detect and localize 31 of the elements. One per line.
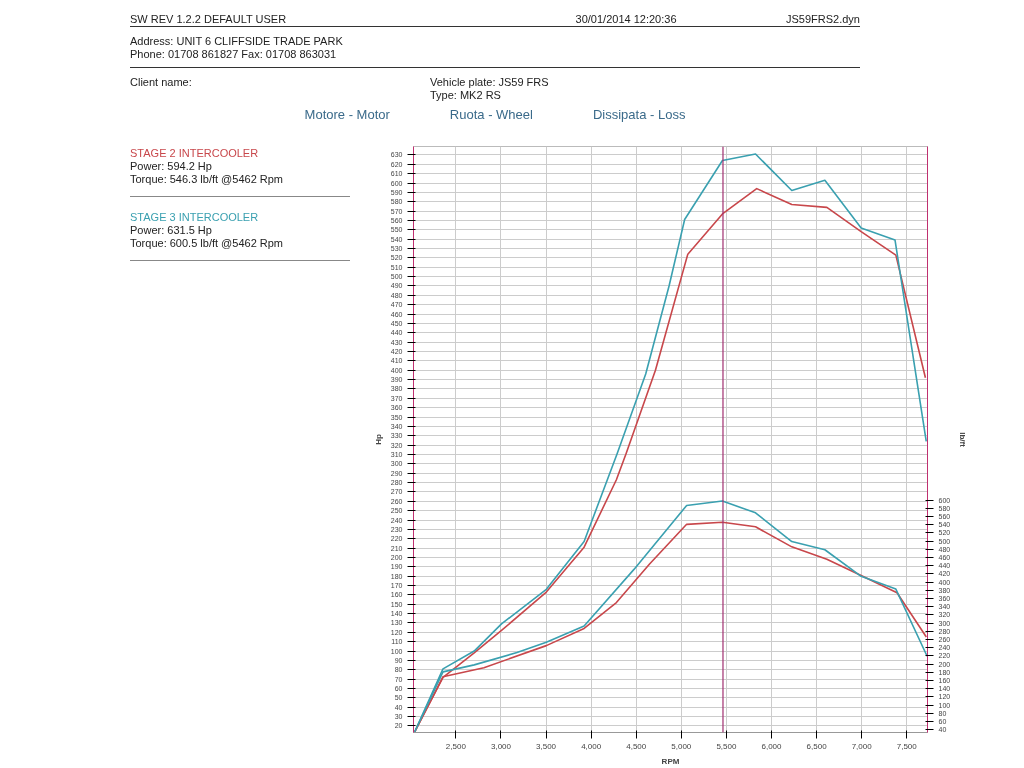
text: STAGE 2 INTERCOOLER [130, 147, 259, 159]
x-tick-label: 6,000 [761, 741, 783, 751]
x-tick-label: 2,500 [445, 741, 467, 751]
text: Torque: 546.3 lb/ft @5462 Rpm [130, 173, 284, 185]
y2-axis-title: lb/ft [958, 432, 968, 448]
text: Power: 594.2 Hp [130, 160, 212, 172]
text: Type: MK2 RS [430, 89, 501, 101]
x-axis-title: RPM [661, 756, 680, 766]
text: Ruota - Wheel [449, 107, 533, 122]
y-axis-title: Hp [373, 434, 383, 445]
text: Client name: [130, 76, 193, 90]
x-tick-label: 7,000 [851, 741, 873, 751]
text: JS59FRS2.dyn [786, 13, 860, 26]
x-tick-label: 4,500 [626, 741, 647, 751]
x-tick-label: 5,500 [716, 741, 737, 751]
x-tick-label: 5,000 [671, 741, 692, 751]
text: SW REV 1.2.2 DEFAULT USER [130, 13, 287, 26]
x-tick-label: 7,500 [896, 741, 918, 751]
text: Motore - Motor [304, 107, 390, 122]
text: Phone: 01708 861827 Fax: 01708 863031 [130, 48, 337, 60]
x-tick-label: 4,000 [581, 741, 602, 751]
x-tick-label: 3,000 [490, 741, 512, 751]
text: 30/01/2014 12:20:36 [575, 13, 677, 26]
text: Torque: 600.5 lb/ft @5462 Rpm [130, 237, 284, 249]
text: Power: 631.5 Hp [130, 224, 212, 236]
text: Dissipata - Loss [592, 107, 686, 122]
text: STAGE 3 INTERCOOLER [130, 211, 259, 223]
x-tick-label: 3,500 [536, 741, 557, 751]
text: Address: UNIT 6 CLIFFSIDE TRADE PARK [130, 35, 343, 47]
x-tick-label: 6,500 [806, 741, 828, 751]
text: Vehicle plate: JS59 FRS [430, 76, 549, 88]
